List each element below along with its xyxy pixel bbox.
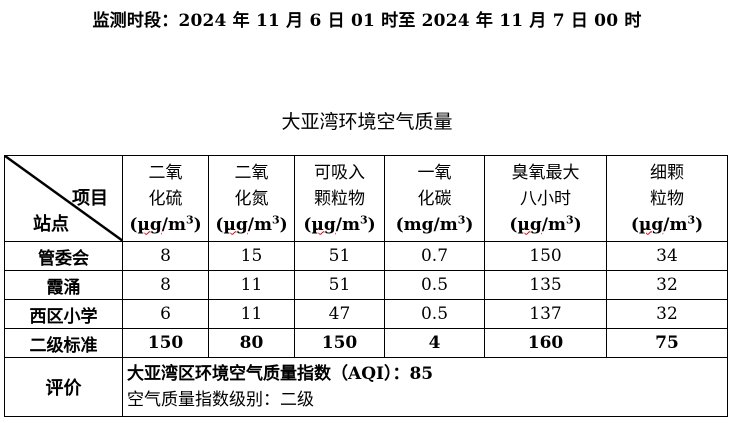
cell-value: 51 <box>294 270 385 300</box>
cell-value: 11 <box>208 299 295 329</box>
column-header-line1: 一氧 <box>417 162 452 183</box>
report-title: 大亚湾环境空气质量 <box>281 111 453 133</box>
column-header-line1: 可吸入 <box>314 162 365 183</box>
column-header-line2: 颗粒物 <box>314 188 365 209</box>
column-header-line1: 二氧 <box>148 162 183 183</box>
column-header-line2: 化氮 <box>234 188 269 209</box>
standard-label: 二级标准 <box>4 328 123 358</box>
cell-value: 11 <box>208 270 295 300</box>
column-unit: (µg/m3) <box>129 212 202 235</box>
column-header-pm10: 可吸入 颗粒物 (µg/m3) <box>294 155 385 242</box>
standard-value: 80 <box>208 328 295 358</box>
cell-value: 51 <box>294 241 385 271</box>
column-header-so2: 二氧 化硫 (µg/m3) <box>122 155 209 242</box>
column-unit: (µg/m3) <box>215 212 288 235</box>
cell-value: 47 <box>294 299 385 329</box>
standard-value: 150 <box>294 328 385 358</box>
corner-item-label: 项目 <box>72 188 108 209</box>
column-header-line1: 细颗 <box>650 162 684 183</box>
column-header-o3-8h: 臭氧最大 八小时 (µg/m3) <box>484 155 607 242</box>
cell-value: 32 <box>606 270 728 300</box>
column-header-line2: 粒物 <box>650 188 684 209</box>
column-header-co: 一氧 化碳 (mg/m3) <box>384 155 485 242</box>
standard-row: 二级标准 150 80 150 4 160 75 <box>4 328 728 358</box>
site-name: 西区小学 <box>4 299 123 329</box>
cell-value: 32 <box>606 299 728 329</box>
site-name: 霞涌 <box>4 270 123 300</box>
standard-value: 75 <box>606 328 728 358</box>
site-name: 管委会 <box>4 241 123 271</box>
header-row: 项目 站点 二氧 化硫 (µg/m3) 二氧 化氮 (µg/m3) 可吸入 颗粒… <box>4 155 728 242</box>
cell-value: 135 <box>484 270 607 300</box>
cell-value: 8 <box>122 241 209 271</box>
standard-value: 150 <box>122 328 209 358</box>
standard-value: 4 <box>384 328 485 358</box>
column-header-line1: 二氧 <box>234 162 269 183</box>
table-row: 霞涌 8 11 51 0.5 135 32 <box>4 270 728 300</box>
cell-value: 0.5 <box>384 270 485 300</box>
cell-value: 8 <box>122 270 209 300</box>
cell-value: 137 <box>484 299 607 329</box>
column-header-no2: 二氧 化氮 (µg/m3) <box>208 155 295 242</box>
cell-value: 34 <box>606 241 728 271</box>
aqi-level: 空气质量指数级别：二级 <box>127 390 314 410</box>
table-row: 西区小学 6 11 47 0.5 137 32 <box>4 299 728 329</box>
standard-value: 160 <box>484 328 607 358</box>
cell-value: 0.7 <box>384 241 485 271</box>
cell-value: 0.5 <box>384 299 485 329</box>
column-unit: (µg/m3) <box>509 212 582 235</box>
air-quality-table: 项目 站点 二氧 化硫 (µg/m3) 二氧 化氮 (µg/m3) 可吸入 颗粒… <box>4 155 728 417</box>
cell-value: 6 <box>122 299 209 329</box>
column-unit: (µg/m3) <box>630 212 704 235</box>
cell-value: 150 <box>484 241 607 271</box>
column-header-line2: 化硫 <box>148 188 183 209</box>
column-unit: (µg/m3) <box>303 212 376 235</box>
cell-value: 15 <box>208 241 295 271</box>
column-header-pm25: 细颗 粒物 (µg/m3) <box>606 155 728 242</box>
column-unit: (mg/m3) <box>395 212 474 235</box>
table-row: 管委会 8 15 51 0.7 150 34 <box>4 241 728 271</box>
corner-header: 项目 站点 <box>4 155 123 242</box>
aqi-summary: 大亚湾区环境空气质量指数（AQI）：85 <box>127 364 434 384</box>
column-header-line2: 化碳 <box>417 188 452 209</box>
column-header-line1: 臭氧最大 <box>511 162 580 183</box>
corner-site-label: 站点 <box>33 214 69 235</box>
evaluation-row: 评价 大亚湾区环境空气质量指数（AQI）：85 空气质量指数级别：二级 <box>4 357 728 417</box>
monitoring-period: 监测时段：2024 年 11 月 6 日 01 时至 2024 年 11 月 7… <box>92 11 642 31</box>
evaluation-content: 大亚湾区环境空气质量指数（AQI）：85 空气质量指数级别：二级 <box>122 357 728 417</box>
corner-diagonal-line <box>5 156 123 241</box>
column-header-line2: 八小时 <box>520 188 571 209</box>
evaluation-label: 评价 <box>4 357 123 417</box>
